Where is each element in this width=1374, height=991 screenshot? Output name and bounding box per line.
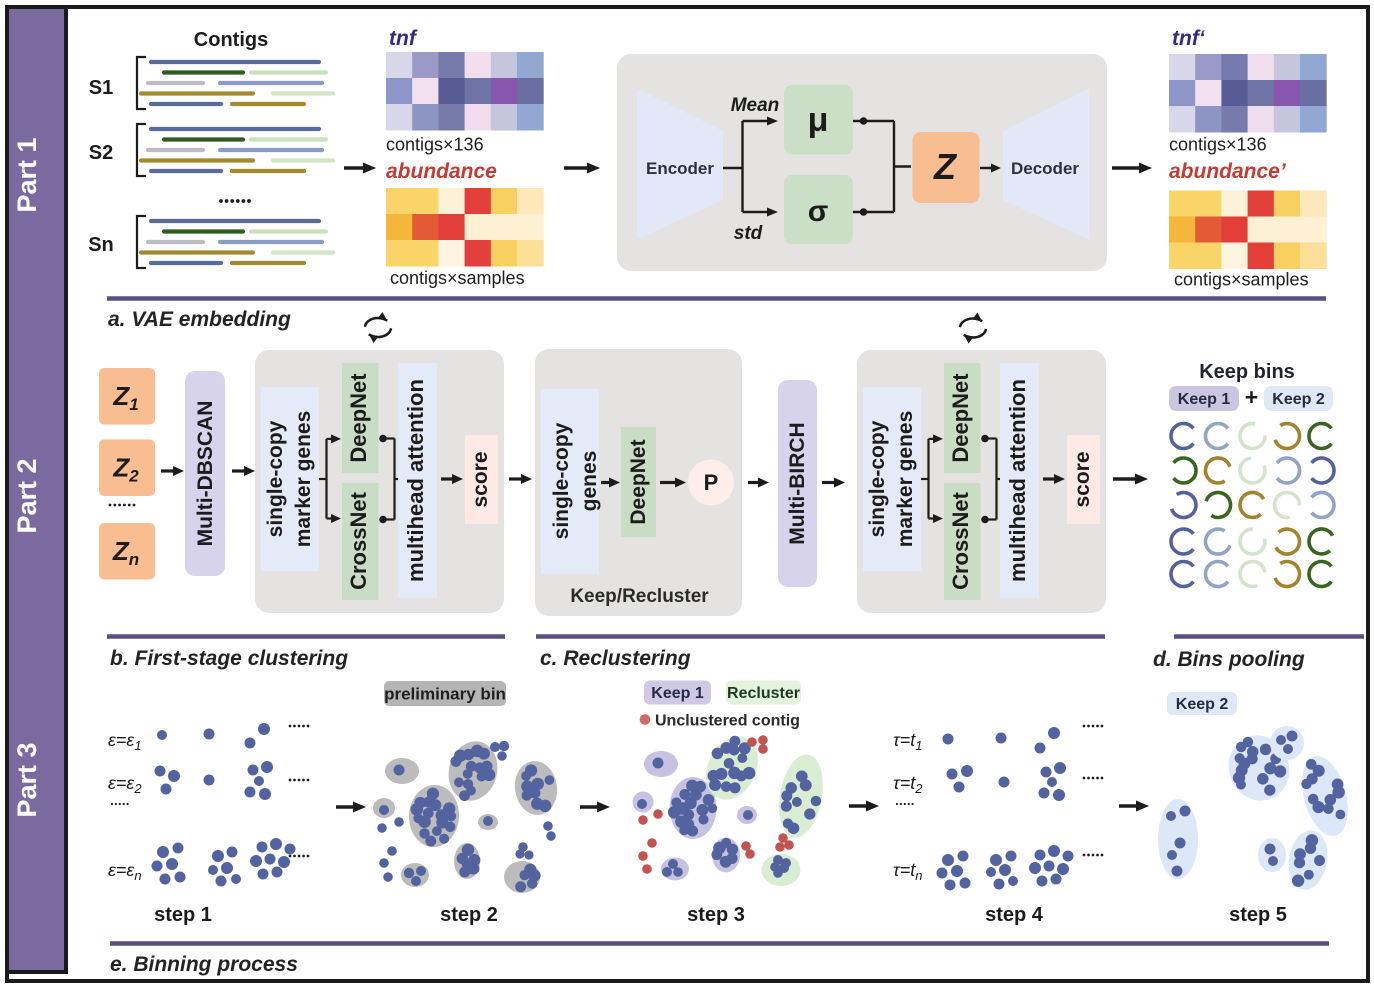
svg-text:contigs×samples: contigs×samples bbox=[390, 268, 525, 288]
svg-text:contigs×samples: contigs×samples bbox=[1174, 270, 1309, 290]
svg-text:CrossNet: CrossNet bbox=[346, 491, 371, 589]
svg-text:preliminary bin: preliminary bin bbox=[384, 685, 506, 704]
svg-text:S2: S2 bbox=[89, 142, 113, 164]
svg-text:σ: σ bbox=[808, 195, 829, 228]
svg-text:score: score bbox=[1071, 451, 1094, 507]
svg-text:genes: genes bbox=[578, 451, 601, 512]
svg-text:e. Binning process: e. Binning process bbox=[110, 953, 298, 976]
svg-text:d. Bins pooling: d. Bins pooling bbox=[1153, 648, 1305, 671]
svg-text:abundance: abundance bbox=[386, 160, 497, 183]
svg-text:step 1: step 1 bbox=[154, 904, 212, 926]
svg-text:b. First-stage clustering: b. First-stage clustering bbox=[110, 647, 348, 670]
svg-text:Multi-DBSCAN: Multi-DBSCAN bbox=[194, 401, 217, 547]
svg-text:marker genes: marker genes bbox=[292, 411, 315, 548]
svg-text:std: std bbox=[734, 223, 763, 244]
svg-text:Recluster: Recluster bbox=[727, 685, 800, 702]
svg-text:Keep bins: Keep bins bbox=[1199, 361, 1295, 383]
svg-text:multihead attention: multihead attention bbox=[403, 379, 428, 582]
svg-text:Z: Z bbox=[933, 146, 958, 187]
svg-text:step 3: step 3 bbox=[687, 904, 745, 926]
svg-text:single-copy: single-copy bbox=[866, 420, 889, 537]
svg-text:Part 1: Part 1 bbox=[12, 137, 42, 212]
svg-text:P: P bbox=[704, 470, 719, 495]
svg-text:S1: S1 bbox=[89, 77, 113, 99]
svg-text:Decoder: Decoder bbox=[1011, 159, 1079, 178]
svg-text:Keep 1: Keep 1 bbox=[1178, 391, 1231, 408]
svg-text:ε=ε2: ε=ε2 bbox=[108, 773, 142, 796]
svg-text:DeepNet: DeepNet bbox=[627, 439, 650, 524]
svg-text:DeepNet: DeepNet bbox=[948, 373, 973, 463]
svg-text:score: score bbox=[469, 451, 492, 507]
svg-text:Sn: Sn bbox=[88, 234, 114, 256]
svg-text:single-copy: single-copy bbox=[550, 422, 573, 539]
svg-text:ε=εn: ε=εn bbox=[108, 860, 142, 883]
svg-text:Unclustered contig: Unclustered contig bbox=[655, 713, 800, 730]
svg-text:single-copy: single-copy bbox=[264, 420, 287, 537]
svg-text:step 5: step 5 bbox=[1229, 904, 1287, 926]
svg-text:contigs×136: contigs×136 bbox=[386, 135, 484, 155]
svg-text:Part 3: Part 3 bbox=[12, 742, 42, 817]
svg-text:c. Reclustering: c. Reclustering bbox=[540, 647, 691, 670]
svg-text:τ=tn: τ=tn bbox=[893, 860, 922, 883]
svg-text:Encoder: Encoder bbox=[646, 159, 714, 178]
svg-text:a. VAE embedding: a. VAE embedding bbox=[108, 308, 291, 331]
svg-text:step 2: step 2 bbox=[440, 904, 498, 926]
svg-text:tnf‘: tnf‘ bbox=[1172, 27, 1206, 50]
svg-text:tnf: tnf bbox=[389, 27, 418, 50]
svg-text:marker genes: marker genes bbox=[894, 411, 917, 548]
svg-text:Keep/Recluster: Keep/Recluster bbox=[570, 586, 709, 607]
svg-text:Keep 2: Keep 2 bbox=[1176, 696, 1229, 713]
svg-text:multihead attention: multihead attention bbox=[1005, 379, 1030, 582]
svg-text:CrossNet: CrossNet bbox=[948, 491, 973, 589]
svg-text:Mean: Mean bbox=[731, 95, 780, 116]
svg-text:Keep 1: Keep 1 bbox=[651, 685, 704, 702]
svg-text:μ: μ bbox=[808, 101, 829, 139]
svg-text:abundance’: abundance’ bbox=[1169, 160, 1287, 183]
svg-text:contigs×136: contigs×136 bbox=[1169, 135, 1267, 155]
svg-text:Keep 2: Keep 2 bbox=[1272, 391, 1325, 408]
svg-text:ε=ε1: ε=ε1 bbox=[108, 730, 142, 753]
svg-text:Part 2: Part 2 bbox=[12, 458, 42, 533]
svg-text:+: + bbox=[1245, 384, 1258, 410]
svg-text:DeepNet: DeepNet bbox=[346, 373, 371, 463]
svg-text:Multi-BIRCH: Multi-BIRCH bbox=[786, 422, 809, 544]
svg-text:Contigs: Contigs bbox=[194, 29, 268, 51]
svg-text:step 4: step 4 bbox=[985, 904, 1044, 926]
svg-text:τ=t1: τ=t1 bbox=[893, 730, 922, 753]
